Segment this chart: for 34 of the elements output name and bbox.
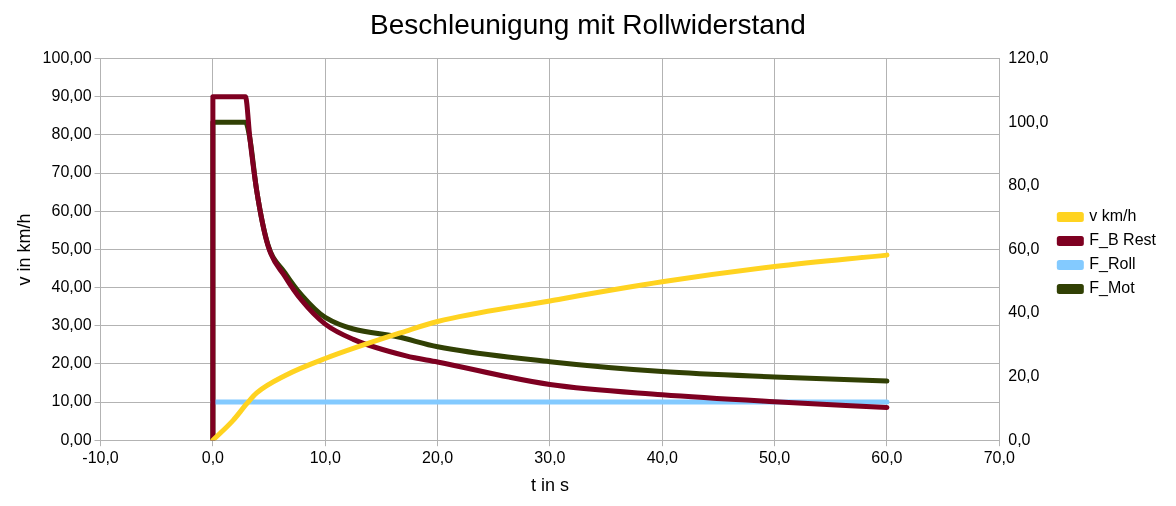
x-tick-label: 40,0 bbox=[646, 449, 678, 467]
y-tick-label: 70,00 bbox=[51, 163, 92, 181]
chart-title: Beschleunigung mit Rollwiderstand bbox=[370, 8, 806, 40]
y-tick-label: 30,00 bbox=[51, 316, 92, 334]
x-tick-label: -10,0 bbox=[82, 449, 119, 467]
y2-tick-label: 120,0 bbox=[1008, 49, 1049, 67]
x-tick-label: 70,0 bbox=[983, 449, 1015, 467]
legend-label: v km/h bbox=[1089, 207, 1137, 225]
x-tick-label: 0,0 bbox=[201, 449, 225, 467]
y-tick-label: 10,00 bbox=[51, 392, 92, 410]
x-tick-label: 50,0 bbox=[759, 449, 791, 467]
x-tick-label: 30,0 bbox=[534, 449, 566, 467]
y2-tick-label: 20,0 bbox=[1008, 367, 1040, 385]
legend-label: F_Roll bbox=[1089, 255, 1136, 274]
y2-tick-label: 80,0 bbox=[1008, 176, 1040, 194]
y-tick-label: 60,00 bbox=[51, 201, 92, 219]
legend-label: F_Mot bbox=[1089, 279, 1136, 298]
y2-tick-label: 100,0 bbox=[1008, 112, 1049, 130]
x-tick-label: 10,0 bbox=[309, 449, 341, 467]
x-tick-label: 20,0 bbox=[421, 449, 454, 467]
y-tick-label: 50,00 bbox=[51, 239, 92, 257]
y-tick-label: 40,00 bbox=[51, 277, 92, 295]
y2-tick-label: 60,0 bbox=[1008, 239, 1040, 257]
y-tick-label: 90,00 bbox=[51, 87, 92, 105]
y-tick-label: 0,00 bbox=[60, 430, 92, 448]
y-tick-label: 80,00 bbox=[51, 125, 92, 143]
y2-tick-label: 40,0 bbox=[1008, 303, 1040, 321]
x-tick-label: 60,0 bbox=[871, 449, 903, 467]
x-axis-title: t in s bbox=[530, 475, 569, 496]
y-tick-label: 20,00 bbox=[51, 354, 92, 372]
y-tick-label: 100,00 bbox=[42, 49, 92, 67]
legend-label: F_B Rest bbox=[1089, 231, 1157, 250]
y-axis-title: v in km/h bbox=[13, 213, 34, 286]
y2-tick-label: 0,0 bbox=[1008, 430, 1031, 448]
